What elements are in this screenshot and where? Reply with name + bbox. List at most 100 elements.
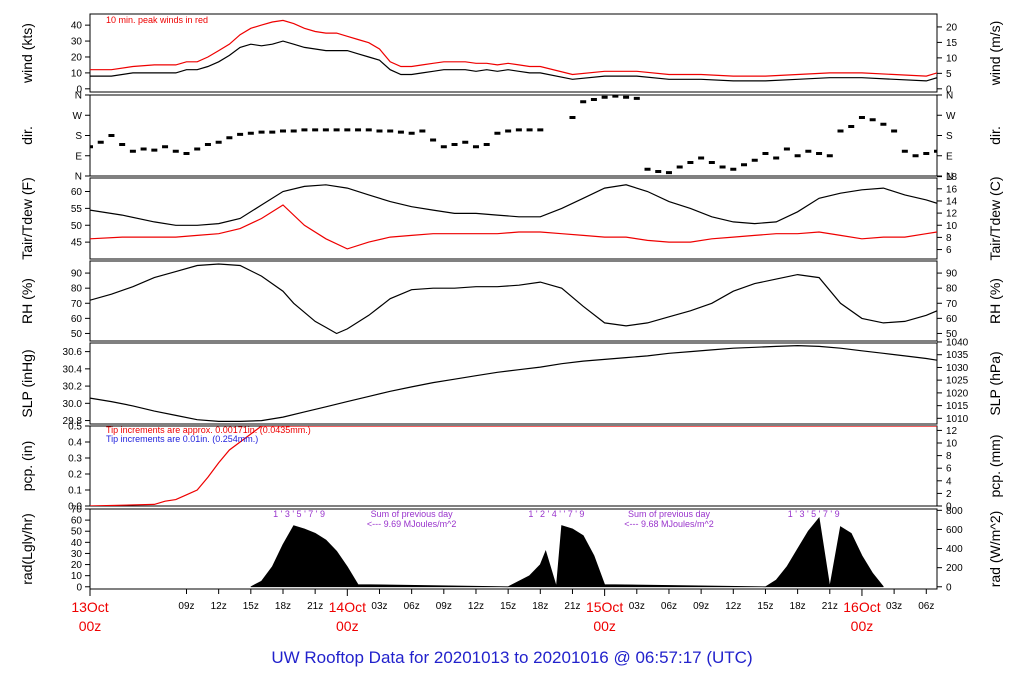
y-tick-label-right: 1010 (946, 414, 969, 425)
y-tick-label-right: 10 (946, 53, 958, 64)
panel-frame (89, 177, 938, 260)
y-tick-label-right: 6 (946, 245, 952, 256)
y-tick-label-right: 16 (946, 184, 958, 195)
y-tick-label-left: 0.0 (68, 502, 82, 513)
y-tick-label-right: 6 (946, 464, 952, 475)
direction-point (665, 171, 672, 175)
direction-point (923, 152, 930, 155)
y-tick-label-right: 0 (946, 582, 952, 593)
y-tick-label-left: 50 (71, 527, 83, 538)
y-tick-label-left: 60 (71, 187, 83, 198)
direction-point (880, 122, 887, 126)
y-tick-label-right: N (946, 172, 953, 183)
direction-point (290, 129, 297, 133)
panel-frame (89, 94, 938, 177)
x-tick-label: 03z (629, 601, 645, 612)
direction-point (655, 170, 662, 173)
y-tick-label-left: 30 (71, 37, 83, 48)
panel-frame (89, 260, 938, 342)
direction-point (762, 152, 769, 155)
series-line-wind (90, 40, 937, 82)
x-tick-label: 21z (822, 601, 838, 612)
panel-frame (89, 13, 938, 93)
y-axis-title-left: rad(Lgly/hr) (19, 513, 35, 585)
y-tick-label-right: 600 (946, 525, 963, 536)
direction-point (162, 145, 169, 149)
y-tick-label-left: 30 (71, 549, 83, 560)
direction-point (365, 128, 372, 132)
direction-point (848, 125, 855, 128)
direction-point (408, 131, 415, 135)
y-tick-label-left: 0 (76, 84, 82, 95)
direction-point (934, 149, 937, 153)
y-tick-label-right: 1030 (946, 363, 969, 374)
direction-point (505, 129, 512, 133)
y-tick-label-right: 12 (946, 426, 958, 437)
y-tick-label-right: 1015 (946, 401, 969, 412)
y-tick-label-left: 30.6 (63, 347, 83, 358)
y-tick-label-right: 12 (946, 209, 958, 220)
daily-sum-note: <--- 9.68 MJoules/m^2 (624, 519, 714, 529)
direction-point (183, 152, 190, 155)
y-tick-label-right: 0 (946, 84, 952, 95)
direction-point (891, 129, 898, 133)
y-tick-label-left: 60 (71, 314, 83, 325)
direction-point (858, 116, 865, 119)
y-tick-label-right: E (946, 151, 953, 162)
direction-point (741, 163, 748, 167)
series-line-Tair (90, 184, 937, 226)
y-tick-label-right: 2 (946, 489, 952, 500)
y-tick-label-left: 30.4 (63, 364, 83, 375)
direction-point (526, 128, 533, 132)
x-tick-label: 15z (500, 601, 516, 612)
direction-point (730, 167, 737, 171)
direction-point (708, 161, 715, 164)
y-tick-label-left: 10 (71, 571, 83, 582)
direction-point (440, 145, 447, 149)
direction-point (119, 143, 126, 146)
direction-point (376, 129, 383, 133)
direction-point (837, 129, 844, 133)
y-tick-label-left: 60 (71, 516, 83, 527)
direction-point (698, 156, 705, 160)
day-label-time: 00z (593, 618, 616, 634)
direction-point (97, 140, 104, 144)
x-tick-label: 21z (307, 601, 323, 612)
direction-point (90, 145, 93, 149)
y-tick-label-right: 400 (946, 544, 963, 555)
y-axis-title-right: SLP (hPa) (987, 351, 1003, 415)
y-axis-title-left: wind (kts) (19, 23, 35, 84)
series-line-Tdew (90, 204, 937, 250)
y-tick-label-left: W (73, 111, 83, 122)
y-axis-title-right: pcp. (mm) (987, 435, 1003, 498)
panel-frame (89, 342, 938, 425)
hour-marker-labels: 1 ' 2 ' 4 ' ' 7 ' 9 (528, 509, 584, 519)
direction-point (805, 149, 812, 153)
direction-point (140, 147, 147, 151)
hour-marker-labels: 1 ' 3 ' 5 ' 7 ' 9 (273, 509, 325, 519)
direction-point (816, 152, 823, 155)
y-tick-label-right: 10 (946, 439, 958, 450)
direction-point (537, 128, 544, 132)
y-tick-label-right: 80 (946, 284, 958, 295)
direction-point (901, 149, 908, 153)
y-tick-label-left: 29.8 (63, 416, 83, 427)
y-tick-label-right: 5 (946, 69, 952, 80)
day-label-date: 14Oct (329, 599, 366, 615)
y-axis-title-right: rad (W/m^2) (987, 511, 1003, 588)
y-tick-label-left: N (75, 91, 82, 102)
direction-point (279, 129, 286, 133)
direction-point (912, 154, 919, 158)
y-tick-label-left: 70 (71, 299, 83, 310)
x-tick-label: 18z (790, 601, 806, 612)
precip-note: Tip increments are approx. 0.00171in. (0… (106, 425, 311, 435)
series-line-cumulative (90, 426, 937, 506)
direction-point (773, 156, 780, 160)
y-tick-label-right: 15 (946, 38, 958, 49)
direction-point (204, 143, 211, 146)
y-axis-title-left: Tair/Tdew (F) (19, 177, 35, 259)
footer-title: UW Rooftop Data for 20201013 to 20201016… (271, 648, 753, 667)
direction-point (580, 100, 587, 104)
y-axis-title-right: RH (%) (987, 278, 1003, 324)
